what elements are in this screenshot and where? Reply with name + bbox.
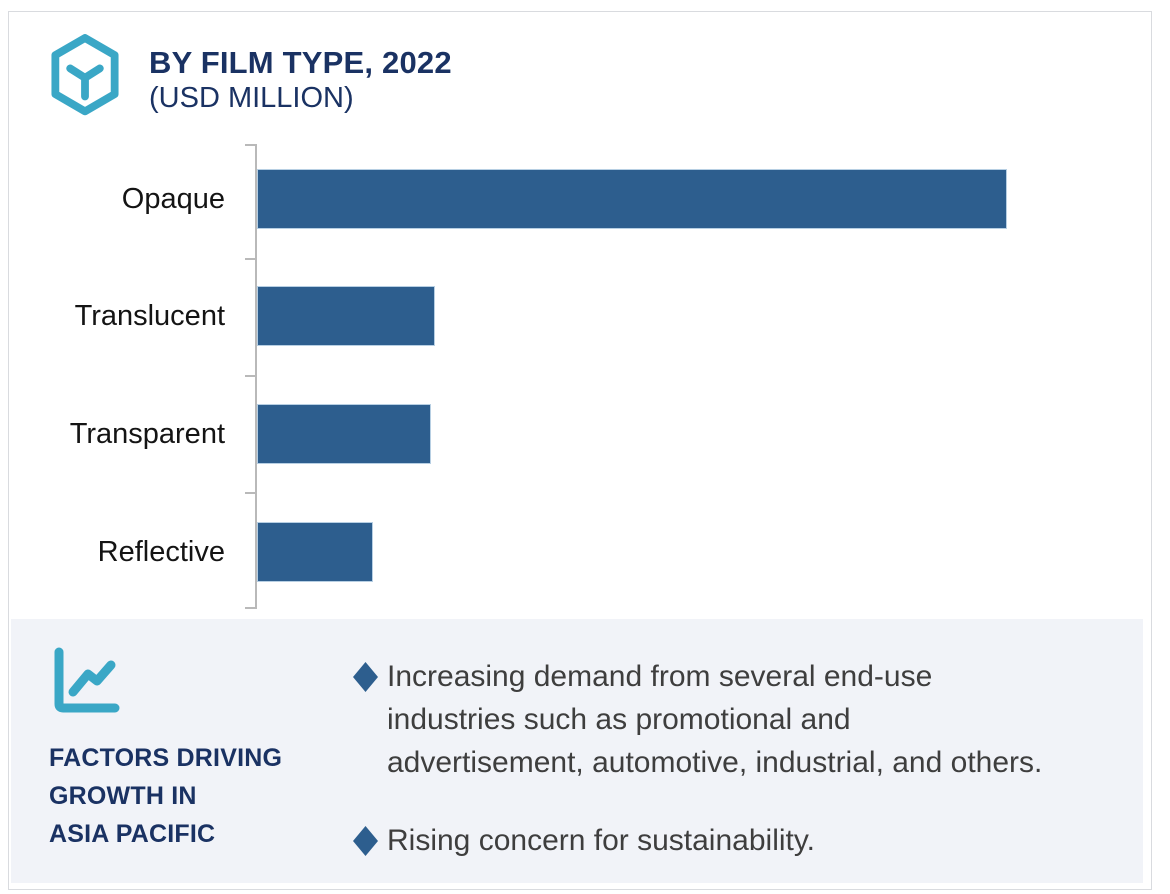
category-label: Transparent <box>69 418 225 450</box>
y-axis <box>245 144 257 609</box>
axis-tick <box>245 258 255 260</box>
line-chart-icon <box>49 646 121 723</box>
bullet-item: Increasing demand from several end-use in… <box>353 655 1042 784</box>
bar-row: Transparent <box>9 404 1151 464</box>
chart-subtitle: (USD MILLION) <box>149 82 354 114</box>
diamond-bullet-icon <box>353 662 378 697</box>
bar-row: Reflective <box>9 522 1151 582</box>
bar <box>257 286 435 346</box>
bar <box>257 169 1007 229</box>
bar <box>257 522 373 582</box>
bar <box>257 404 431 464</box>
hexagon-y-icon <box>46 32 124 127</box>
chart-header: BY FILM TYPE, 2022 (USD MILLION) <box>149 45 452 116</box>
bar-row: Translucent <box>9 286 1151 346</box>
bullet-item: Rising concern for sustainability. <box>353 819 815 862</box>
category-label: Translucent <box>74 300 225 332</box>
infographic-card: BY FILM TYPE, 2022 (USD MILLION) Opaque T… <box>8 11 1152 890</box>
axis-tick <box>245 375 255 377</box>
bullet-text: Rising concern for sustainability. <box>387 824 815 857</box>
axis-tick <box>245 607 255 609</box>
category-label: Reflective <box>97 536 225 568</box>
factors-panel: FACTORS DRIVING GROWTH IN ASIA PACIFIC Inc… <box>11 619 1143 883</box>
bar-row: Opaque <box>9 169 1151 229</box>
bar-chart: Opaque Translucent Transparent Reflective <box>9 12 1151 620</box>
axis-tick <box>245 144 255 146</box>
diamond-bullet-icon <box>353 826 378 861</box>
bullet-text: Increasing demand from several end-use in… <box>387 660 1043 779</box>
chart-title: BY FILM TYPE, 2022 <box>149 45 452 80</box>
category-label: Opaque <box>121 183 225 215</box>
axis-tick <box>245 492 255 494</box>
factors-title: FACTORS DRIVING GROWTH IN ASIA PACIFIC <box>49 744 283 848</box>
